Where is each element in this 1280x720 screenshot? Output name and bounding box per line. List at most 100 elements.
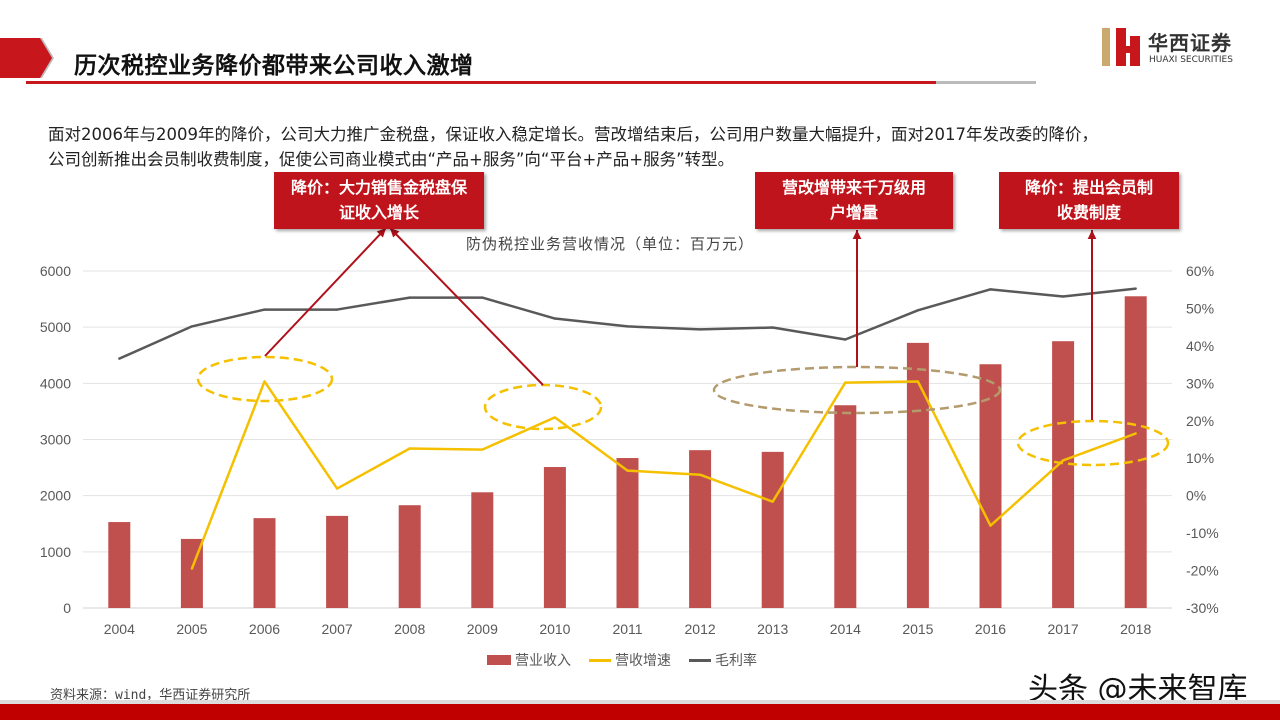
source-note: 资料来源：wind，华西证券研究所 <box>50 688 251 703</box>
footer-band <box>0 704 1280 720</box>
footer-rule <box>0 700 1280 704</box>
bar-revenue-2007 <box>326 515 349 608</box>
x-axis-tick-label: 2014 <box>830 621 861 637</box>
page-title: 历次税控业务降价都带来公司收入激增 <box>74 53 474 79</box>
line-revenue-growth <box>190 380 1137 570</box>
right-axis-tick-label: -20% <box>1186 563 1219 579</box>
legend-label-growth: 营收增速 <box>615 653 671 669</box>
bar-revenue-2018 <box>1124 296 1147 608</box>
line-revenue-growth-point-2008 <box>408 447 411 450</box>
arrow-2010-to-callout-head <box>390 228 400 238</box>
x-axis-tick-label: 2006 <box>249 621 280 637</box>
line-revenue-growth-point-2010 <box>553 416 557 419</box>
x-axis-tick-label: 2011 <box>612 621 642 637</box>
line-gross-margin-point-2014 <box>844 338 847 341</box>
right-axis-tick-label: -10% <box>1186 525 1219 541</box>
x-axis-tick-label: 2007 <box>322 621 353 637</box>
callout-line: 户增量 <box>829 203 878 222</box>
highlight-ellipse-2017-2018 <box>1016 419 1170 467</box>
line-revenue-growth-point-2013 <box>771 500 774 503</box>
title-rule-gray <box>936 81 1036 84</box>
x-axis-tick-label: 2005 <box>176 621 207 637</box>
arrow-2010-to-callout <box>389 227 544 386</box>
left-axis-tick-label: 6000 <box>40 263 71 279</box>
x-axis-tick-label: 2010 <box>539 621 570 637</box>
callout-membership: 降价：提出会员制 收费制度 <box>999 172 1179 229</box>
logo-text: 华西证券 <box>1148 31 1232 55</box>
callout-line: 收费制度 <box>1056 203 1121 222</box>
line-gross-margin-point-2010 <box>553 317 557 320</box>
bar-revenue-2014 <box>834 405 857 608</box>
line-gross-margin-point-2015 <box>916 309 920 312</box>
right-axis-tick-label: 0% <box>1186 488 1206 504</box>
chart-title: 防伪税控业务营收情况（单位：百万元） <box>466 235 755 253</box>
line-gross-margin-point-2017 <box>1061 295 1065 298</box>
bar-revenue-2017 <box>1052 341 1075 608</box>
title-rule <box>26 81 936 84</box>
line-revenue-growth-point-2006 <box>263 380 266 383</box>
left-axis-tick-label: 0 <box>63 600 71 616</box>
intro-line-2: 公司创新推出会员制收费制度，促使公司商业模式由“产品+服务”向“平台+产品+服务… <box>48 150 735 169</box>
intro-line-1: 面对2006年与2009年的降价，公司大力推广金税盘，保证收入稳定增长。营改增结… <box>48 125 1098 144</box>
bar-revenue-2008 <box>398 505 421 608</box>
line-gross-margin-point-2009 <box>481 296 484 299</box>
left-axis-tick-label: 4000 <box>40 375 71 391</box>
left-axis-tick-label: 3000 <box>40 432 71 448</box>
x-axis-tick-label: 2013 <box>757 621 788 637</box>
line-revenue-growth-point-2012 <box>698 473 702 476</box>
x-axis-tick-label: 2016 <box>975 621 1006 637</box>
right-axis-tick-label: -30% <box>1186 600 1219 616</box>
line-gross-margin-point-2004 <box>118 357 121 360</box>
x-axis-tick-label: 2004 <box>104 621 135 637</box>
left-axis-tick-label: 2000 <box>40 488 71 504</box>
left-axis-tick-label: 1000 <box>40 544 71 560</box>
bar-revenue-2009 <box>471 492 494 608</box>
callout-vat-reform: 营改增带来千万级用 户增量 <box>755 172 953 229</box>
line-revenue-growth-point-2017 <box>1061 459 1065 462</box>
callout-line: 降价：大力销售金税盘保 <box>290 178 467 197</box>
line-gross-margin-point-2012 <box>698 328 702 331</box>
line-revenue-growth-point-2007 <box>335 487 339 490</box>
x-axis-tick-label: 2012 <box>685 621 716 637</box>
line-gross-margin-point-2016 <box>989 288 992 291</box>
x-axis-tick-label: 2008 <box>394 621 425 637</box>
right-axis-tick-label: 20% <box>1186 413 1214 429</box>
arrow-2014-to-callout-head <box>852 230 862 240</box>
line-revenue-growth-point-2014 <box>844 381 847 384</box>
line-revenue-growth-point-2015 <box>916 380 920 383</box>
line-gross-margin-point-2011 <box>626 325 629 328</box>
line-revenue-growth-point-2011 <box>626 469 629 472</box>
bar-revenue-2006 <box>253 518 276 608</box>
x-axis-tick-label: 2009 <box>467 621 498 637</box>
line-gross-margin-point-2005 <box>190 325 194 328</box>
arrow-2017-to-callout-head <box>1087 230 1097 240</box>
arrow-2006-to-callout-head <box>376 228 386 238</box>
arrow-2006-to-callout <box>264 227 387 357</box>
line-revenue-growth-point-2016 <box>989 524 992 527</box>
right-axis-tick-label: 60% <box>1186 263 1214 279</box>
legend-swatch-growth <box>589 658 611 662</box>
right-axis-tick-label: 50% <box>1186 300 1214 316</box>
legend: 营业收入 营收增速 毛利率 <box>487 650 757 670</box>
line-gross-margin-point-2008 <box>408 296 411 299</box>
callout-price-cut-2006: 降价：大力销售金税盘保 证收入增长 <box>274 172 484 229</box>
x-axis-tick-label: 2018 <box>1120 621 1151 637</box>
bar-revenue-2010 <box>543 467 566 608</box>
line-revenue-growth-point-2009 <box>481 448 484 451</box>
logo-subtext: HUAXI SECURITIES <box>1149 55 1233 65</box>
callout-line: 降价：提出会员制 <box>1024 178 1153 197</box>
callout-line: 证收入增长 <box>338 203 419 222</box>
bar-revenue-2015 <box>906 342 929 608</box>
line-gross-margin-point-2018 <box>1134 287 1137 290</box>
legend-swatch-margin <box>689 658 711 662</box>
line-revenue-growth-point-2018 <box>1134 432 1137 435</box>
x-axis-tick-label: 2017 <box>1048 621 1079 637</box>
bar-revenue-2016 <box>979 364 1002 608</box>
bar-revenue-2004 <box>108 522 131 608</box>
legend-label-margin: 毛利率 <box>715 653 757 669</box>
callout-line: 营改增带来千万级用 <box>781 178 926 197</box>
legend-swatch-revenue <box>487 655 511 665</box>
logo-mark-icon <box>1102 28 1140 66</box>
highlight-ellipse-2006 <box>196 355 334 403</box>
